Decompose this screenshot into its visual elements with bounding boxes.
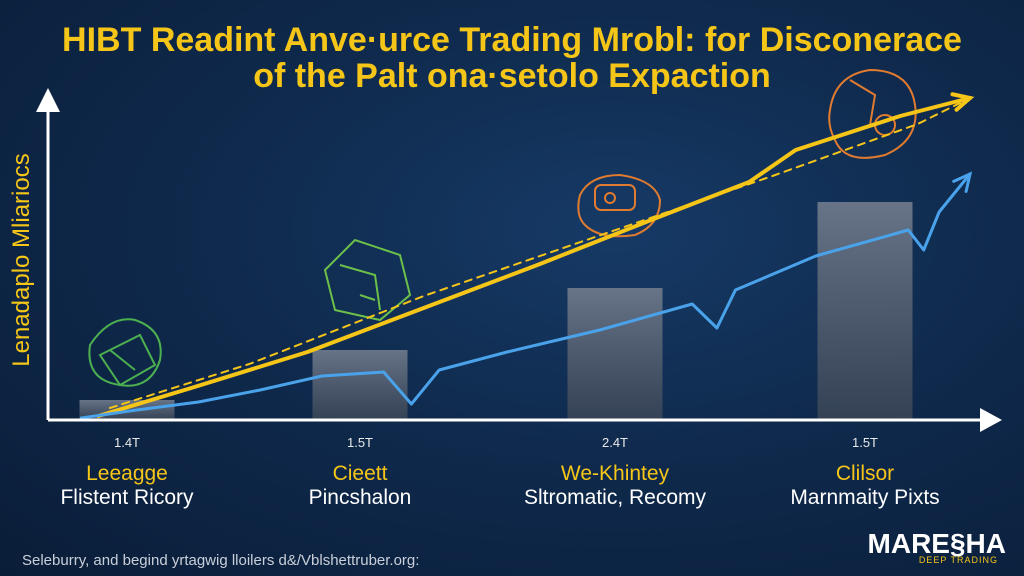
cube-doodle-icon [88,318,162,387]
category-sublabel-2: Pincshalon [308,486,412,509]
category-label-2: Cieett [332,462,388,485]
brand-logo-tagline: DEEP TRADING [918,555,998,565]
x-axis-arrow-icon [980,408,1002,432]
series-line-yellow-trend [96,96,972,418]
bar-4 [817,202,913,420]
category-sublabel-3: Sltromatic, Recomy [523,486,707,509]
series-arrow-icon-blue-trend [952,171,973,193]
series-line-yellow-dashed [108,97,971,409]
tick-label-2: 1.5T [347,435,373,450]
category-label-4: Clilsor [835,462,895,485]
category-sublabel-1: Flistent Ricory [60,486,194,509]
category-sublabel-4: Marnmaity Pixts [790,486,940,509]
bar-2 [312,350,408,420]
category-label-3: We-Khintey [560,462,670,485]
wallet-doodle-icon [577,173,662,238]
series-line-blue-trend [79,172,972,420]
y-axis-arrow-icon [36,88,60,112]
footer-source: Seleburry, and begind yrtagwig lloilers … [22,552,420,569]
chart-title-line-1: HIBT Readint Anve·urce Trading Mrobl: fo… [62,21,962,59]
category-label-1: Leeagge [86,462,168,485]
brand-logo: MARE§HA [867,528,1006,559]
chart-title-line-2: of the Palt ona·setolo Expaction [253,57,771,95]
tick-label-3: 2.4T [602,435,628,450]
bar-3 [567,288,663,420]
box-doodle-icon [323,238,412,322]
tick-label-1: 1.4T [114,435,140,450]
tick-label-4: 1.5T [852,435,878,450]
